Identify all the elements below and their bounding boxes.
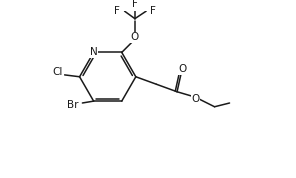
Text: N: N	[90, 47, 97, 57]
Text: Br: Br	[67, 100, 79, 110]
Text: F: F	[150, 6, 156, 16]
Text: F: F	[114, 6, 120, 16]
Text: O: O	[131, 32, 139, 42]
Text: F: F	[132, 0, 138, 9]
Text: O: O	[192, 94, 200, 104]
Text: Cl: Cl	[53, 67, 63, 77]
Text: O: O	[178, 64, 187, 74]
